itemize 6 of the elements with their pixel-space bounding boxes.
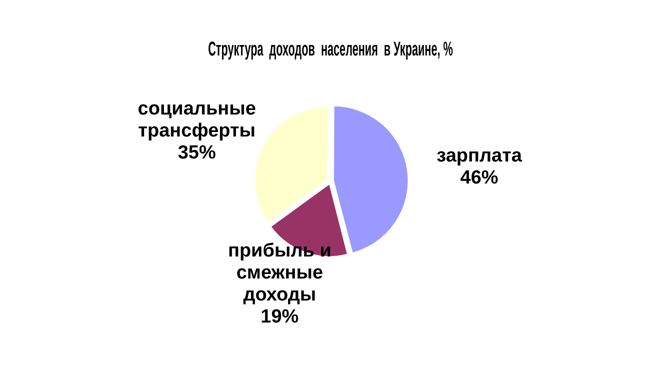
data-label: 46% [460,167,498,188]
slice-label: зарплата [436,145,522,166]
chart-title: Структура доходов населения в Украине, % [208,38,453,60]
data-label: 19% [260,306,299,328]
data-label: 35% [178,142,216,164]
slice-label: социальные трансферты [138,98,256,142]
